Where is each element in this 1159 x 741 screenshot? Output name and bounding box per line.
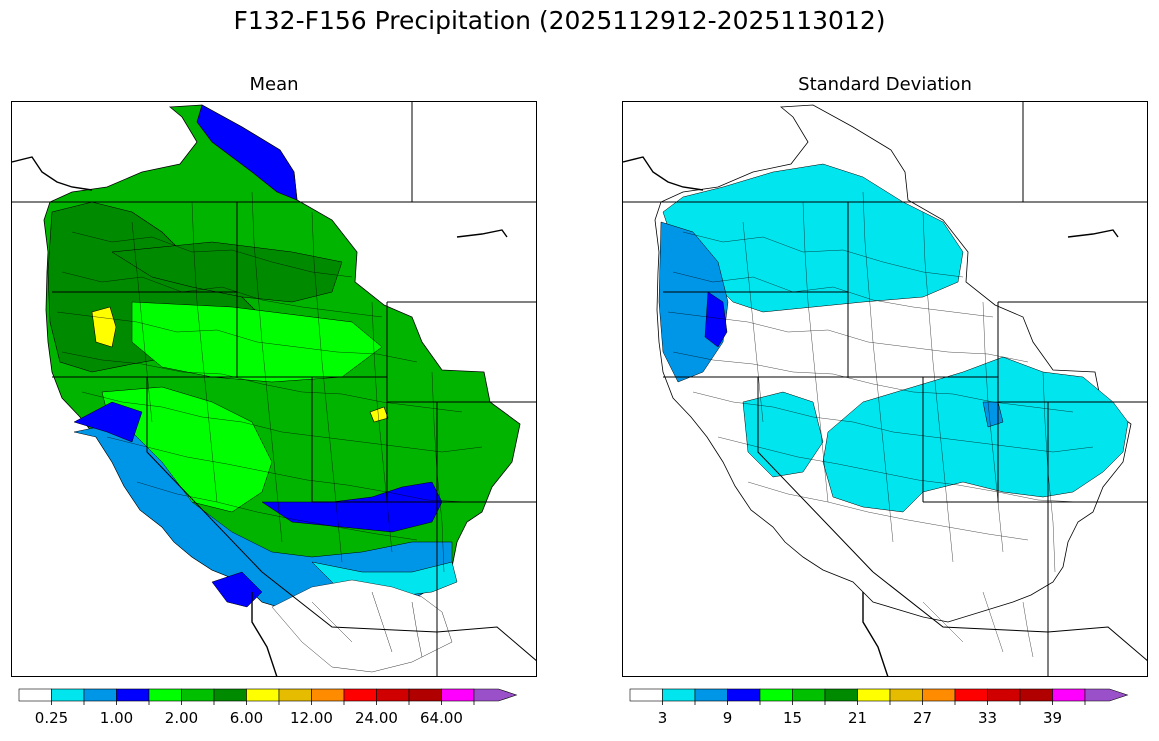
mean-colorbar: 0.25 1.00 2.00 6.00 12.00 24.00 64.00	[18, 688, 539, 737]
std-swatch-10	[954, 688, 988, 702]
std-colorbar-svg: 3 9 15 21 27 33 39	[629, 688, 1129, 727]
std-swatch-9	[922, 688, 956, 702]
mean-swatch-1	[51, 688, 85, 702]
std-swatch-5	[792, 688, 826, 702]
mean-coastline	[12, 156, 508, 676]
mean-field-interior-dark	[111, 241, 343, 303]
mean-southern-basins	[271, 579, 453, 673]
mean-swatch-10	[343, 688, 377, 702]
std-field-base	[654, 104, 1132, 623]
std-field-east-cyan	[822, 356, 1129, 513]
std-swatch-4	[759, 688, 793, 702]
std-coastline	[623, 156, 1119, 676]
std-swatch-7	[857, 688, 891, 702]
std-swatch-6	[824, 688, 858, 702]
mean-swatch-3	[116, 688, 150, 702]
std-panel-title: Standard Deviation	[798, 74, 972, 95]
std-swatch-13	[1052, 688, 1086, 702]
mean-swatch-0	[18, 688, 52, 702]
mean-panel-title: Mean	[249, 74, 299, 95]
std-map	[622, 101, 1148, 677]
std-swatch-3	[727, 688, 761, 702]
mean-tick-label: 0.25	[35, 709, 68, 727]
std-swatch-8	[889, 688, 923, 702]
mean-swatch-8	[278, 688, 312, 702]
std-tick-label: 27	[913, 709, 932, 727]
mean-tick-label: 2.00	[165, 709, 198, 727]
mean-swatch-7	[246, 688, 280, 702]
std-swatch-0	[629, 688, 663, 702]
mean-map	[11, 101, 537, 677]
mean-tick-label: 64.00	[420, 709, 463, 727]
std-field-coast-dark	[704, 291, 728, 348]
std-swatch-14	[1084, 688, 1129, 702]
mean-tick-label: 24.00	[355, 709, 398, 727]
std-field-coast-blue	[658, 221, 729, 383]
std-swatch-12	[1019, 688, 1053, 702]
std-tick-label: 21	[848, 709, 867, 727]
mean-swatch-5	[181, 688, 215, 702]
mean-swatch-9	[311, 688, 345, 702]
mean-field-north-blue	[196, 104, 298, 201]
std-swatch-1	[662, 688, 696, 702]
std-colorbar: 3 9 15 21 27 33 39	[629, 688, 1150, 737]
std-swatch-2	[694, 688, 728, 702]
std-tick-label: 3	[658, 709, 668, 727]
std-swatch-11	[987, 688, 1021, 702]
std-tick-label: 33	[978, 709, 997, 727]
mean-swatch-4	[148, 688, 182, 702]
mean-swatch-12	[408, 688, 442, 702]
mean-tick-label: 1.00	[100, 709, 133, 727]
mean-swatch-2	[83, 688, 117, 702]
std-tick-label: 15	[783, 709, 802, 727]
mean-swatch-13	[441, 688, 475, 702]
mean-colorbar-svg: 0.25 1.00 2.00 6.00 12.00 24.00 64.00	[18, 688, 518, 727]
std-basin-lines	[667, 191, 1094, 658]
mean-swatch-6	[213, 688, 247, 702]
mean-field-yellow-utah	[369, 406, 389, 423]
mean-field-socal-blue	[211, 571, 263, 608]
mean-tick-label: 6.00	[230, 709, 263, 727]
std-field-nevada-cyan	[742, 391, 824, 478]
mean-state-borders	[12, 102, 536, 676]
figure-title: F132-F156 Precipitation (2025112912-2025…	[233, 6, 886, 35]
std-tick-label: 39	[1043, 709, 1062, 727]
mean-swatch-11	[376, 688, 410, 702]
mean-basin-lines	[56, 191, 483, 573]
mean-swatch-14	[473, 688, 518, 702]
std-state-borders	[623, 102, 1147, 676]
mean-tick-label: 12.00	[290, 709, 333, 727]
std-tick-label: 9	[723, 709, 733, 727]
mean-field-coast-blue	[73, 401, 143, 443]
